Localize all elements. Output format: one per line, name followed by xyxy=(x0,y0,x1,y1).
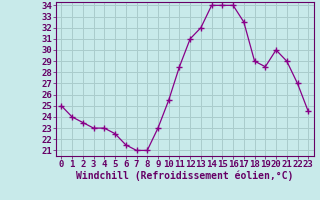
X-axis label: Windchill (Refroidissement éolien,°C): Windchill (Refroidissement éolien,°C) xyxy=(76,171,293,181)
